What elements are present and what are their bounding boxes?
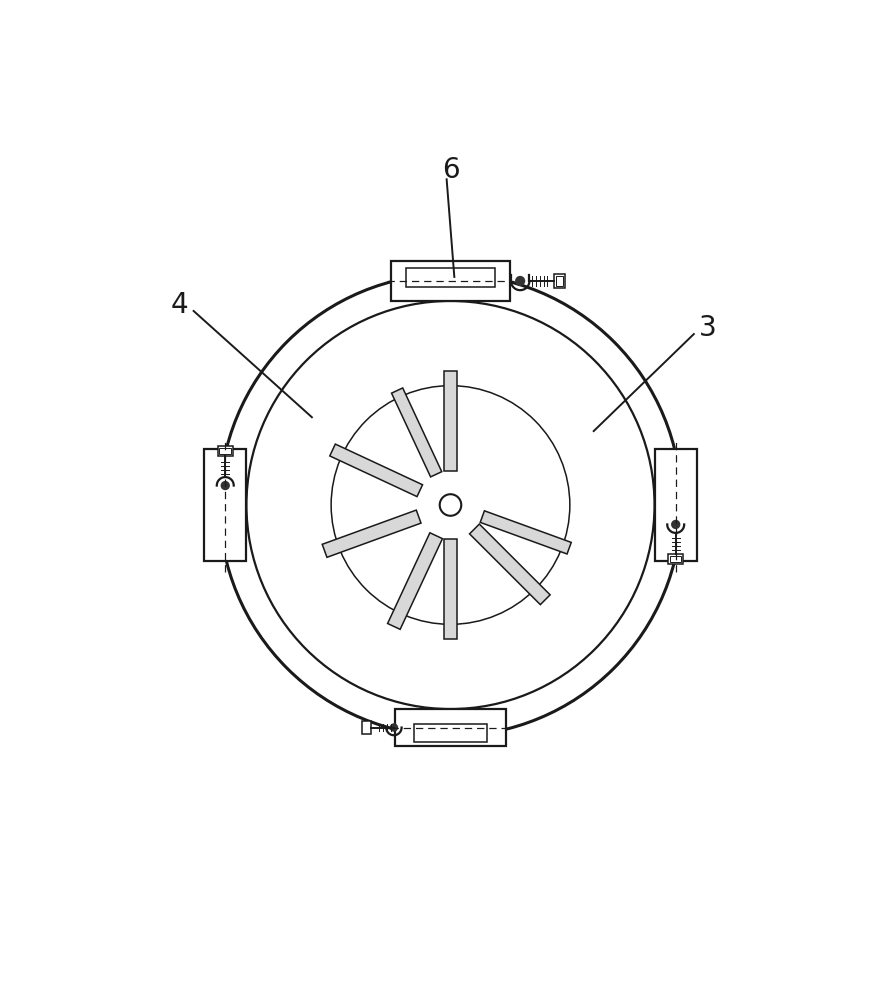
Bar bbox=[406, 268, 494, 287]
Bar bbox=[414, 724, 486, 742]
Polygon shape bbox=[329, 444, 422, 497]
Bar bbox=[553, 274, 565, 288]
Polygon shape bbox=[443, 371, 457, 471]
Bar bbox=[555, 276, 563, 286]
Polygon shape bbox=[387, 533, 442, 629]
Bar bbox=[361, 721, 371, 734]
Bar bbox=[654, 449, 696, 561]
Circle shape bbox=[389, 723, 398, 732]
Circle shape bbox=[439, 494, 461, 516]
Circle shape bbox=[670, 520, 680, 529]
Bar bbox=[669, 556, 680, 562]
Bar bbox=[218, 446, 233, 456]
Circle shape bbox=[515, 276, 525, 286]
Polygon shape bbox=[391, 388, 442, 477]
Polygon shape bbox=[322, 510, 421, 557]
Bar bbox=[220, 448, 231, 454]
Bar bbox=[391, 261, 509, 301]
Text: 3: 3 bbox=[698, 314, 716, 342]
Bar bbox=[394, 709, 506, 746]
Bar bbox=[204, 449, 246, 561]
Bar bbox=[667, 554, 682, 564]
Polygon shape bbox=[469, 524, 550, 605]
Text: 6: 6 bbox=[441, 156, 459, 184]
Polygon shape bbox=[479, 511, 571, 554]
Circle shape bbox=[220, 481, 230, 490]
Polygon shape bbox=[443, 539, 457, 639]
Text: 4: 4 bbox=[170, 291, 189, 319]
